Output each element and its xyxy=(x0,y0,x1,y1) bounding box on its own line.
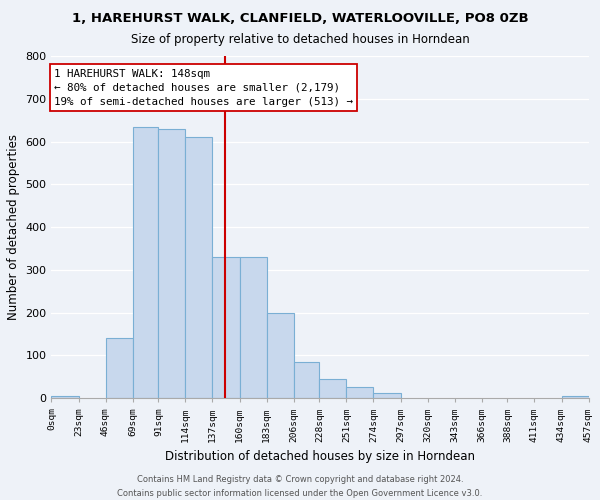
X-axis label: Distribution of detached houses by size in Horndean: Distribution of detached houses by size … xyxy=(165,450,475,463)
Bar xyxy=(293,362,319,398)
Bar xyxy=(52,396,79,398)
Bar xyxy=(346,386,373,398)
Bar xyxy=(185,137,212,398)
Bar xyxy=(212,257,239,398)
Y-axis label: Number of detached properties: Number of detached properties xyxy=(7,134,20,320)
Bar xyxy=(239,257,266,398)
Bar xyxy=(373,392,401,398)
Bar xyxy=(319,379,346,398)
Text: 1 HAREHURST WALK: 148sqm
← 80% of detached houses are smaller (2,179)
19% of sem: 1 HAREHURST WALK: 148sqm ← 80% of detach… xyxy=(54,69,353,107)
Text: 1, HAREHURST WALK, CLANFIELD, WATERLOOVILLE, PO8 0ZB: 1, HAREHURST WALK, CLANFIELD, WATERLOOVI… xyxy=(71,12,529,26)
Bar xyxy=(562,396,589,398)
Bar xyxy=(106,338,133,398)
Bar xyxy=(133,126,158,398)
Text: Size of property relative to detached houses in Horndean: Size of property relative to detached ho… xyxy=(131,32,469,46)
Bar xyxy=(266,312,293,398)
Text: Contains HM Land Registry data © Crown copyright and database right 2024.
Contai: Contains HM Land Registry data © Crown c… xyxy=(118,476,482,498)
Bar xyxy=(158,128,185,398)
